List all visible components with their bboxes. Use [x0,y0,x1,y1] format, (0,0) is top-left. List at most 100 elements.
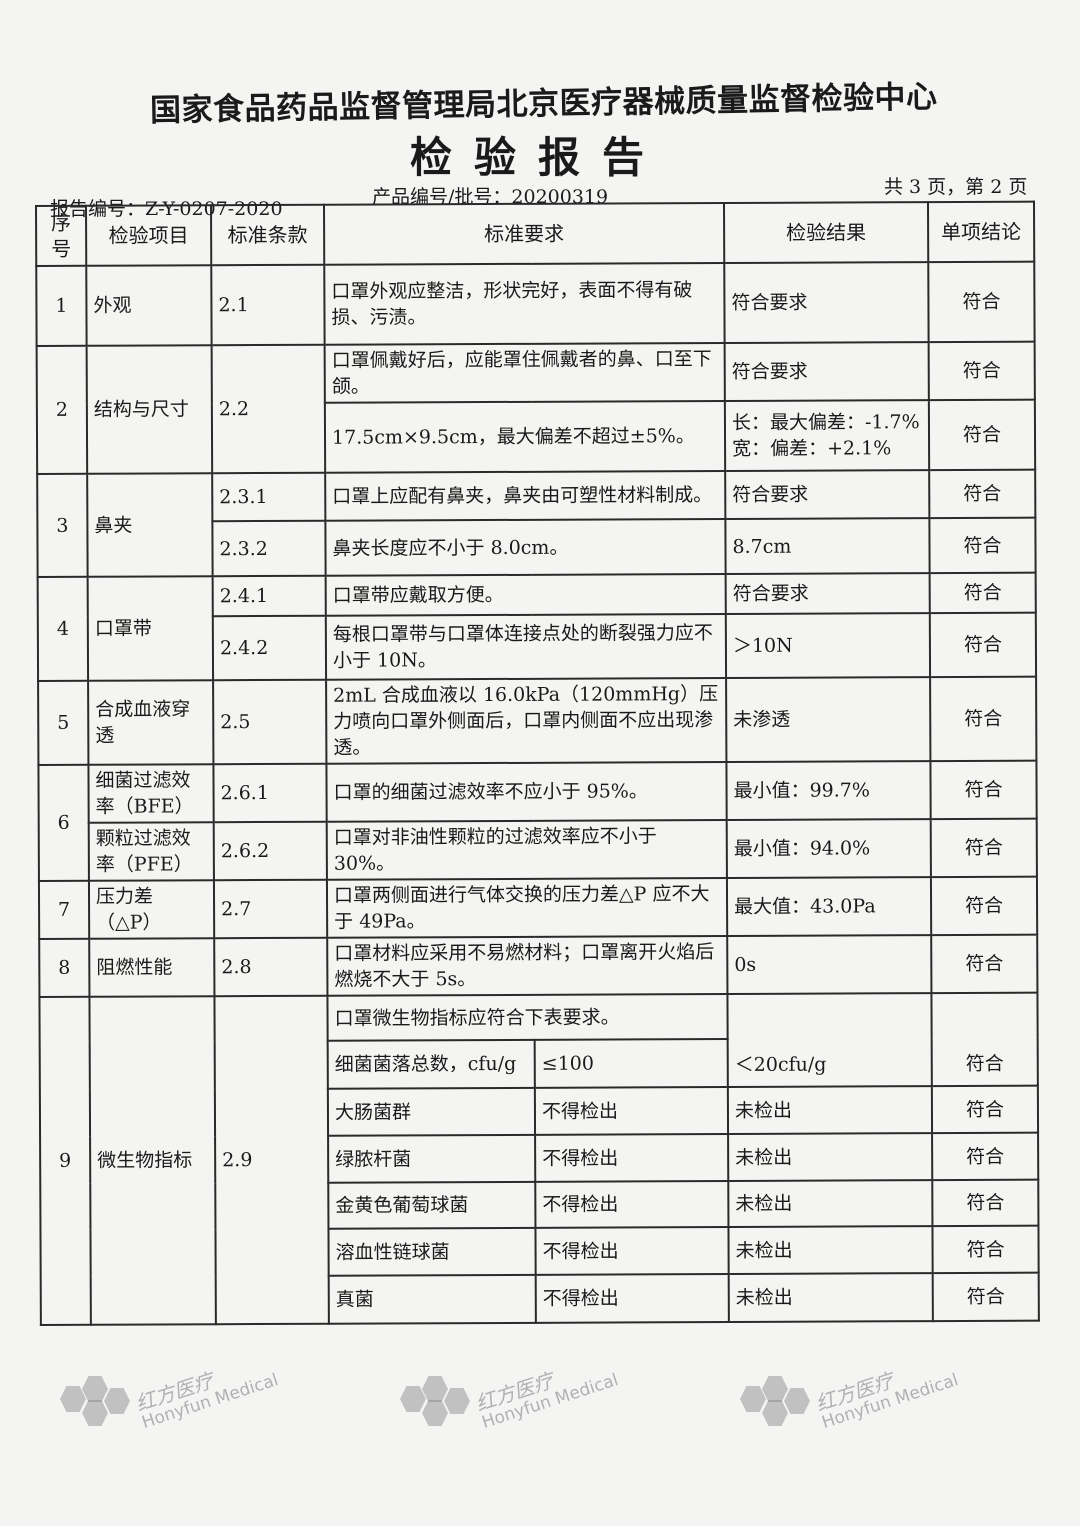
row-result: 符合要求 [724,262,929,343]
row-conclusion: 符合 [928,261,1035,343]
row-result: 符合要求 [725,573,930,614]
row-conclusion: 符合 [932,1132,1039,1181]
row-result: 符合要求 [724,342,929,401]
table-row: 7 压力差（△P） 2.7 口罩两侧面进行气体交换的压力差△P 应不大于 49P… [38,876,1038,939]
row-conclusion: 符合 [931,1085,1039,1134]
row-clause: 2.1 [211,264,325,346]
row-requirement: 17.5cm×9.5cm，最大偏差不超过±5%。 [324,400,726,473]
table-row: 3 鼻夹 2.3.1 口罩上应配有鼻夹，鼻夹由可塑性材料制成。 符合要求 符合 [37,469,1036,577]
row-clause: 2.3.2 [212,520,326,577]
watermark-logo: 红方医疗 Honyfun Medical [132,1368,281,1433]
length-deviation: 长：最大偏差：-1.7% [731,411,920,434]
row-result: 最小值：99.7% [726,761,931,820]
col-header-item: 检验项目 [86,205,212,266]
row-result: 长：最大偏差：-1.7% 宽：偏差：+2.1% [724,400,930,471]
row-item: 阻燃性能 [89,938,215,997]
width-deviation: 宽：偏差：+2.1% [732,437,892,460]
inspection-table: 序号 检验项目 标准条款 标准要求 检验结果 单项结论 1 外观 2.1 口罩外… [35,201,1040,1326]
row-result: 未检出 [728,1133,933,1181]
row-conclusion: 符合 [930,876,1038,936]
watermark-hexagon [740,1385,766,1412]
row-requirement: 口罩带应戴取方便。 [325,573,726,616]
watermark-hexagon [784,1387,810,1414]
col-header-conclusion: 单项结论 [927,201,1035,263]
row-requirement: 口罩材料应采用不易燃材料；口罩离开火焰后燃烧不大于 5s。 [327,935,728,996]
row-requirement: 每根口罩带与口罩体连接点处的断裂强力应不小于 10N。 [325,613,727,680]
microbe-limit: 不得检出 [535,1133,729,1182]
watermark-hexagon [82,1399,108,1426]
row-result: ＜20cfu/g [727,993,932,1087]
table-row: 6 细菌过滤效率（BFE） 2.6.1 口罩的细菌过滤效率不应小于 95%。 最… [38,760,1037,881]
col-header-clause: 标准条款 [211,204,325,266]
row-result: 未检出 [727,1086,933,1134]
watermark-hexagon [444,1387,470,1414]
table-row: 9 微生物指标 2.9 口罩微生物指标应符合下表要求。 ＜20cfu/g 符合 [39,992,1038,1325]
row-no: 7 [38,880,90,939]
row-conclusion: 符合 [931,934,1038,994]
row-requirement: 口罩对非油性颗粒的过滤效率应不小于 30%。 [326,819,727,880]
microbe-limit: 不得检出 [535,1180,729,1228]
microbe-name: 细菌菌落总数，cfu/g [327,1039,535,1089]
col-header-requirement: 标准要求 [324,202,725,265]
row-clause: 2.6.2 [213,821,327,881]
row-conclusion: 符合 [928,341,1035,401]
microbe-limit: 不得检出 [535,1273,729,1323]
watermark-hexagon [400,1385,426,1412]
row-conclusion: 符合 [930,818,1037,878]
row-requirement: 口罩的细菌过滤效率不应小于 95%。 [326,761,727,822]
product-batch-number: 产品编号/批号：20200319 [372,186,609,208]
row-result: 未检出 [728,1273,933,1322]
row-result: 最小值：94.0% [726,819,931,878]
row-clause: 2.6.1 [213,763,327,823]
watermark-hexagon [762,1399,788,1426]
microbe-limit: 不得检出 [534,1086,729,1135]
row-requirement: 口罩上应配有鼻夹，鼻夹由可塑性材料制成。 [325,470,726,521]
table-header-row: 序号 检验项目 标准条款 标准要求 检验结果 单项结论 [36,201,1035,266]
row-conclusion: 符合 [929,572,1036,614]
table-row: 8 阻燃性能 2.8 口罩材料应采用不易燃材料；口罩离开火焰后燃烧不大于 5s。… [39,934,1038,997]
row-result: ＞10N [725,613,931,678]
table-row: 颗粒过滤效率（PFE） 2.6.2 口罩对非油性颗粒的过滤效率应不小于 30%。… [39,818,1037,881]
table-row: 4 口罩带 2.4.1 口罩带应戴取方便。 符合要求 符合 [37,572,1036,681]
microbe-name: 金黄色葡萄球菌 [328,1181,536,1229]
table-row: 5 合成血液穿透 2.5 2mL 合成血液以 16.0kPa（120mmHg）压… [38,676,1037,765]
row-clause: 2.9 [214,995,329,1325]
row-requirement: 口罩微生物指标应符合下表要求。 [327,993,728,1041]
row-clause: 2.4.1 [212,575,326,617]
row-result: 符合要求 [725,470,930,519]
row-conclusion: 符合 [931,992,1038,1087]
row-requirement: 鼻夹长度应不小于 8.0cm。 [325,518,726,576]
row-item: 细菌过滤效率（BFE） [88,764,214,823]
row-conclusion: 符合 [932,1272,1039,1322]
microbe-limit: 不得检出 [535,1226,729,1275]
watermark-hexagon [60,1385,86,1412]
watermark-hexagon [422,1375,448,1402]
row-clause: 2.8 [214,937,328,997]
row-no: 6 [38,764,89,881]
watermark-hexagon [422,1399,448,1426]
row-result: 0s [727,935,932,994]
row-requirement: 口罩外观应整洁，形状完好，表面不得有破损、污渍。 [324,262,725,345]
microbe-name: 绿脓杆菌 [328,1134,536,1183]
row-clause: 2.4.2 [212,615,327,681]
report-title: 检验报告 [410,133,667,182]
report-number: 报告编号：Z-Y-0207-2020 [50,198,283,220]
row-result: 未检出 [728,1180,933,1227]
row-no: 4 [37,576,89,681]
row-conclusion: 符合 [929,469,1036,519]
row-result: 8.7cm [725,518,930,574]
watermark-hexagon [82,1375,108,1402]
watermark-hexagon [104,1387,130,1414]
microbe-limit: ≤100 [534,1038,728,1088]
organization-name: 国家食品药品监督管理局北京医疗器械质量监督检验中心 [149,79,938,129]
row-requirement: 口罩佩戴好后，应能罩住佩戴者的鼻、口至下颌。 [324,342,725,403]
microbe-name: 大肠菌群 [327,1087,536,1136]
col-header-result: 检验结果 [723,202,929,263]
row-result: 未检出 [728,1226,933,1274]
row-item: 口罩带 [87,576,214,681]
row-clause: 2.5 [213,679,327,765]
col-header-no: 序号 [36,205,87,266]
row-conclusion: 符合 [929,517,1036,574]
row-item: 压力差（△P） [88,880,215,939]
page-indicator: 共 3 页，第 2 页 [884,176,1028,198]
